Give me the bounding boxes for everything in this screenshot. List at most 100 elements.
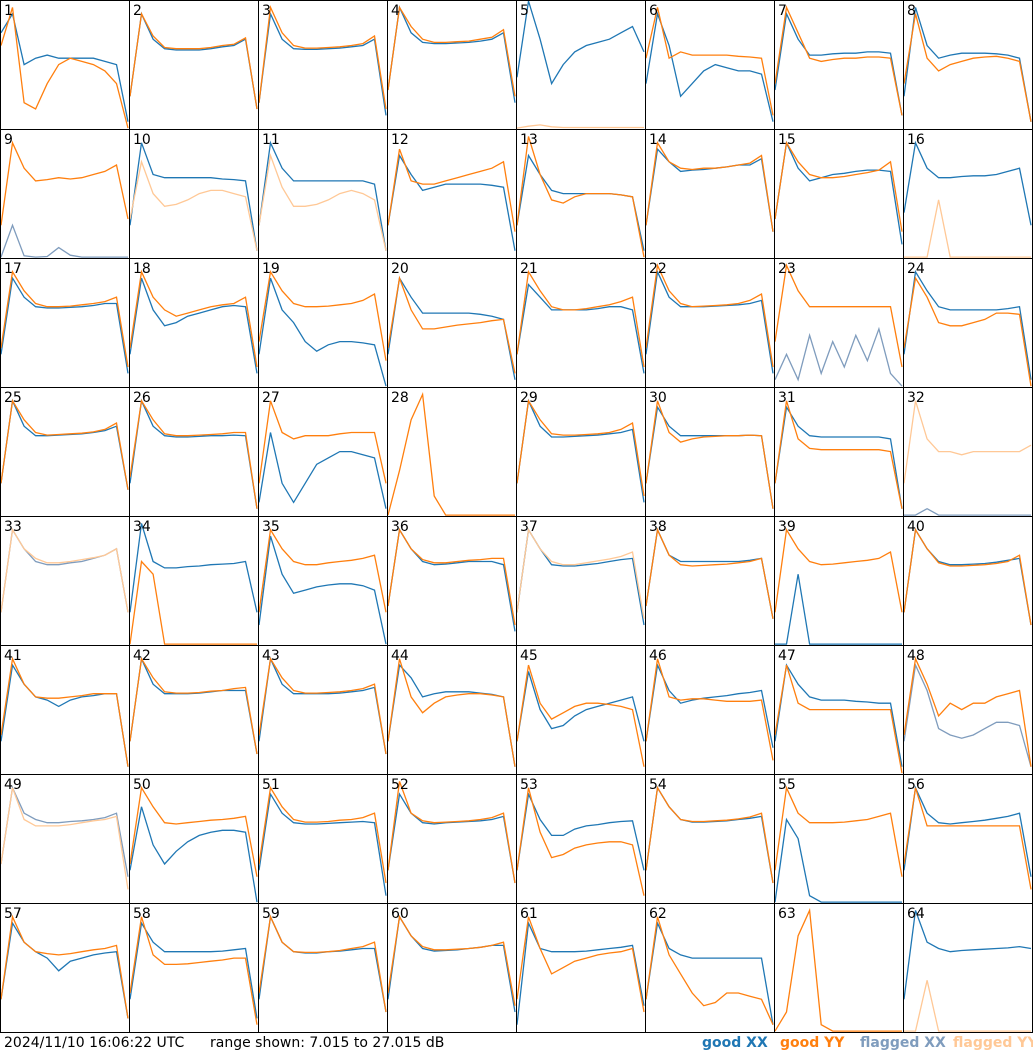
panel-border — [774, 0, 904, 130]
panel-title: 29 — [520, 390, 538, 406]
spectrum-line — [646, 147, 774, 232]
panel — [517, 136, 645, 258]
spectrum-line — [388, 527, 516, 632]
panel-border — [129, 516, 259, 646]
spectrum-line — [1, 7, 129, 129]
spectrum-line — [130, 916, 258, 1025]
spectrum-line — [646, 662, 774, 748]
spectrum-line — [775, 817, 902, 903]
panel-title: 47 — [778, 648, 796, 664]
spectrum-line — [388, 914, 516, 1013]
panel — [130, 523, 258, 645]
spectrum-line — [1, 656, 129, 767]
panel-border — [516, 0, 646, 130]
spectrum-line — [388, 527, 516, 626]
panel-border — [774, 387, 904, 517]
spectrum-line — [259, 535, 387, 645]
panel — [904, 910, 1032, 1032]
spectrum-line — [775, 663, 903, 767]
panel-title: 3 — [262, 3, 271, 19]
spectrum-line — [775, 140, 903, 232]
spectrum-line — [130, 277, 258, 374]
panel-border — [774, 774, 904, 904]
spectrum-line — [904, 910, 1032, 1000]
spectrum-line — [517, 153, 645, 251]
spectrum-line — [259, 527, 387, 613]
panel-border — [516, 516, 646, 646]
panel-title: 16 — [907, 132, 925, 148]
panel — [646, 527, 774, 619]
spectrum-line — [130, 921, 258, 1019]
panel-title: 41 — [4, 648, 22, 664]
legend-entry: good YY — [780, 1035, 845, 1051]
panel — [388, 781, 516, 884]
spectrum-line — [259, 432, 387, 509]
panel-title: 23 — [778, 261, 796, 277]
spectrum-line — [130, 142, 258, 251]
panel-title: 63 — [778, 906, 796, 922]
spectrum-line — [259, 269, 387, 361]
spectrum-line — [775, 400, 903, 509]
panel-border — [129, 903, 259, 1033]
panel-border — [258, 645, 388, 775]
panel-title: 57 — [4, 906, 22, 922]
spectrum-line — [1, 787, 129, 890]
spectrum-line — [259, 11, 387, 116]
panel-title: 30 — [649, 390, 667, 406]
spectrum-line — [517, 671, 645, 742]
spectrum-line — [517, 916, 645, 1013]
spectrum-line — [259, 792, 387, 896]
spectrum-line — [646, 785, 774, 884]
spectrum-line — [388, 276, 516, 380]
panel — [130, 398, 258, 509]
spectrum-line — [904, 527, 1032, 626]
panel — [259, 400, 387, 509]
spectrum-line — [646, 920, 774, 1025]
panel-border — [258, 903, 388, 1033]
spectrum-line — [517, 1, 645, 86]
panel-title: 36 — [391, 519, 409, 535]
panel — [1, 7, 129, 129]
spectrum-line — [904, 787, 1032, 890]
spectrum-line — [388, 275, 516, 374]
panel-title: 21 — [520, 261, 538, 277]
spectrum-line — [646, 785, 774, 884]
panel-title: 61 — [520, 906, 538, 922]
spectrum-line — [388, 663, 516, 767]
spectrum-line — [904, 507, 1031, 516]
panel-title: 45 — [520, 648, 538, 664]
spectrum-line — [130, 560, 257, 645]
panel — [130, 785, 258, 903]
panel-title: 60 — [391, 906, 409, 922]
panel-border — [645, 903, 775, 1033]
panel-title: 54 — [649, 777, 667, 793]
panel-title: 15 — [778, 132, 796, 148]
spectrum-line — [130, 806, 258, 903]
spectrum-line — [130, 269, 258, 368]
spectrum-line — [646, 527, 774, 619]
panel — [259, 5, 387, 116]
panel — [1, 656, 129, 767]
panel-border — [0, 258, 130, 388]
spectrum-line — [517, 398, 645, 497]
spectrum-line — [259, 140, 387, 251]
spectrum-line — [775, 140, 903, 245]
panel-border — [774, 258, 904, 388]
spectrum-line — [775, 5, 903, 116]
spectrum-line — [517, 791, 645, 871]
spectrum-line — [259, 400, 387, 484]
panel-title: 2 — [133, 3, 142, 19]
panel-border — [258, 0, 388, 130]
spectrum-line — [1, 663, 129, 767]
panel — [1, 269, 129, 374]
spectrum-line — [517, 283, 645, 374]
panel-title: 58 — [133, 906, 151, 922]
spectrum-line — [904, 527, 1032, 626]
panel — [904, 140, 1032, 258]
spectrum-line — [904, 980, 1031, 1032]
panel-border — [387, 516, 517, 646]
panel — [646, 400, 774, 509]
spectrum-line — [646, 7, 774, 116]
spectrum-line — [1, 12, 129, 122]
panel — [259, 914, 387, 1013]
